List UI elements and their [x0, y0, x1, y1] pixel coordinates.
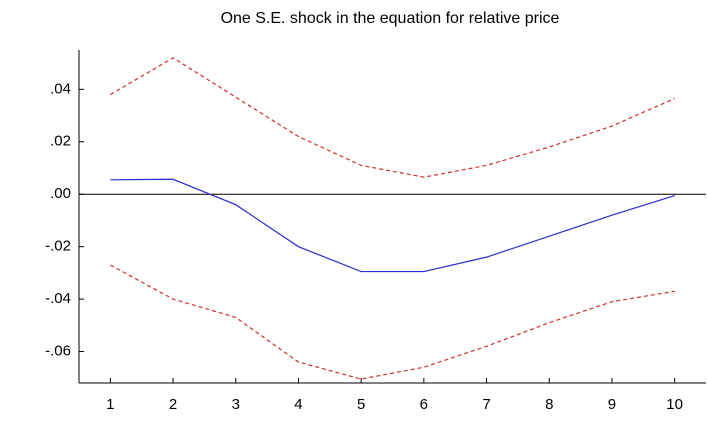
- y-tick-label: -.02: [45, 238, 71, 255]
- x-tick-label: 7: [482, 396, 490, 413]
- series-line: [110, 264, 675, 380]
- x-tick-label: 4: [294, 396, 302, 413]
- x-tick-label: 6: [420, 396, 428, 413]
- x-tick-label: 2: [169, 396, 177, 413]
- x-tick-label: 1: [106, 396, 114, 413]
- y-tick-label: -.06: [45, 343, 71, 360]
- y-tick-label: -.04: [45, 290, 71, 307]
- y-tick-label: .00: [50, 185, 71, 202]
- y-tick-label: .04: [50, 80, 71, 97]
- x-tick-label: 5: [357, 396, 365, 413]
- series-line: [110, 178, 675, 273]
- chart-title: One S.E. shock in the equation for relat…: [221, 10, 560, 27]
- x-tick-label: 8: [545, 396, 553, 413]
- x-tick-label: 9: [608, 396, 616, 413]
- x-tick-label: 3: [232, 396, 240, 413]
- series-line: [110, 57, 675, 178]
- y-tick-label: .02: [50, 133, 71, 150]
- x-tick-label: 10: [666, 396, 683, 413]
